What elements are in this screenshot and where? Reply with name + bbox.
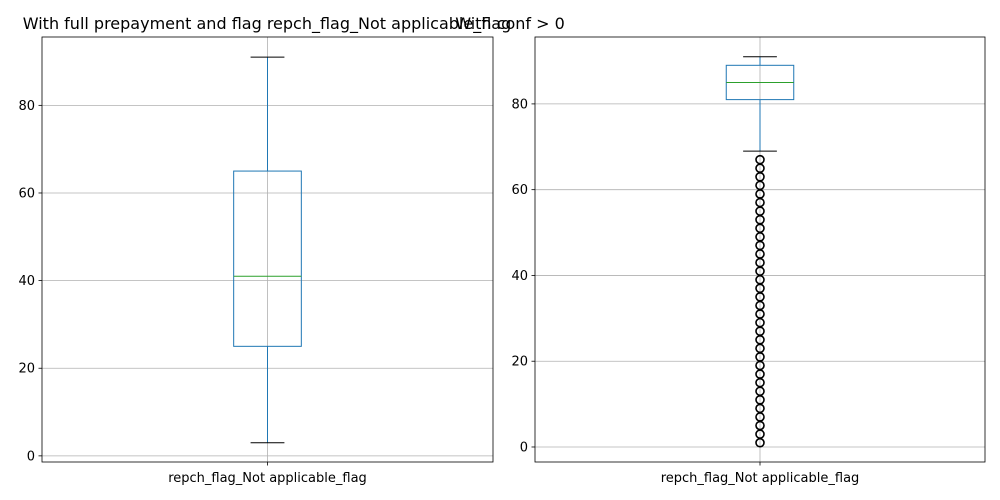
- y-tick-label: 40: [511, 269, 528, 284]
- left-chart-title: With full prepayment and flag repch_flag…: [23, 14, 511, 34]
- right-chart-title: With conf > 0: [455, 14, 565, 33]
- y-tick-label: 60: [511, 183, 528, 198]
- left-boxplot-panel: 0 20 40 60 80 repch_flag_Not applicable_flag: [18, 36, 494, 486]
- axes-frame: [534, 36, 986, 463]
- y-tick-label: 20: [511, 355, 528, 370]
- y-tick-label: 40: [18, 274, 35, 289]
- x-tick-label: repch_flag_Not applicable_flag: [661, 471, 860, 486]
- axes-frame: [41, 36, 494, 463]
- outlier-point: [755, 154, 765, 165]
- box-iqr: [233, 170, 302, 347]
- y-tick-label: 0: [27, 449, 35, 464]
- y-tick-label: 0: [520, 440, 528, 455]
- right-boxplot-panel: 0 20 40 60 80 repch_flag_Not applicable_flag: [511, 36, 986, 486]
- y-tick-label: 80: [511, 97, 528, 112]
- y-tick-label: 80: [18, 99, 35, 114]
- x-tick-label: repch_flag_Not applicable_flag: [168, 471, 367, 486]
- y-tick-label: 60: [18, 186, 35, 201]
- y-tick-label: 20: [18, 362, 35, 377]
